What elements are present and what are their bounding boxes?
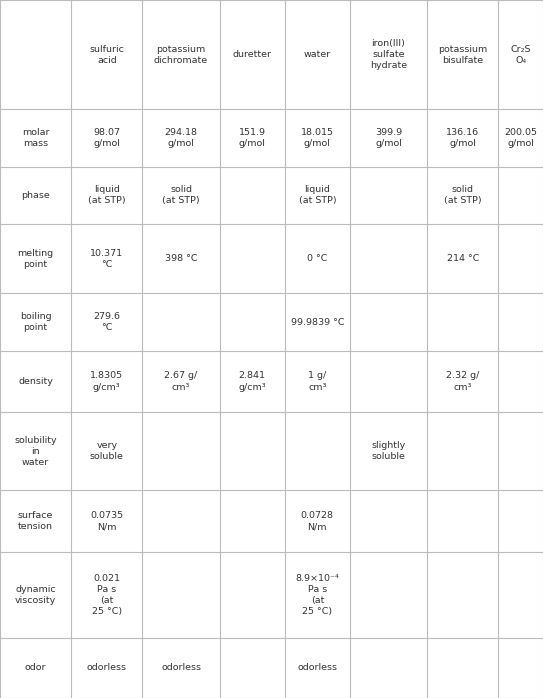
Text: 0.0728
N/m: 0.0728 N/m [301, 511, 334, 531]
Text: 8.9×10⁻⁴
Pa s
(at
25 °C): 8.9×10⁻⁴ Pa s (at 25 °C) [295, 574, 339, 616]
Text: 399.9
g/mol: 399.9 g/mol [375, 128, 402, 148]
Text: iron(III)
sulfate
hydrate: iron(III) sulfate hydrate [370, 39, 407, 70]
Text: sulfuric
acid: sulfuric acid [90, 45, 124, 65]
Text: 1.8305
g/cm³: 1.8305 g/cm³ [90, 371, 123, 392]
Text: solid
(at STP): solid (at STP) [162, 185, 200, 205]
Text: very
soluble: very soluble [90, 441, 124, 461]
Text: Cr₂S
O₄: Cr₂S O₄ [510, 45, 531, 65]
Text: 151.9
g/mol: 151.9 g/mol [239, 128, 266, 148]
Text: 200.05
g/mol: 200.05 g/mol [504, 128, 537, 148]
Text: molar
mass: molar mass [22, 128, 49, 148]
Text: potassium
dichromate: potassium dichromate [154, 45, 208, 65]
Text: melting
point: melting point [17, 248, 54, 269]
Text: odorless: odorless [161, 663, 201, 672]
Text: 98.07
g/mol: 98.07 g/mol [93, 128, 121, 148]
Text: 1 g/
cm³: 1 g/ cm³ [308, 371, 326, 392]
Text: odorless: odorless [298, 663, 337, 672]
Text: liquid
(at STP): liquid (at STP) [299, 185, 336, 205]
Text: 214 °C: 214 °C [446, 254, 479, 263]
Text: 398 °C: 398 °C [165, 254, 197, 263]
Text: boiling
point: boiling point [20, 312, 52, 332]
Text: 99.9839 °C: 99.9839 °C [291, 318, 344, 327]
Text: slightly
soluble: slightly soluble [371, 441, 406, 461]
Text: 10.371
°C: 10.371 °C [90, 248, 123, 269]
Text: potassium
bisulfate: potassium bisulfate [438, 45, 488, 65]
Text: odor: odor [25, 663, 46, 672]
Text: dynamic
viscosity: dynamic viscosity [15, 585, 56, 605]
Text: 2.67 g/
cm³: 2.67 g/ cm³ [165, 371, 198, 392]
Text: odorless: odorless [87, 663, 127, 672]
Text: water: water [304, 50, 331, 59]
Text: 279.6
°C: 279.6 °C [93, 312, 121, 332]
Text: 136.16
g/mol: 136.16 g/mol [446, 128, 479, 148]
Text: liquid
(at STP): liquid (at STP) [88, 185, 125, 205]
Text: 2.32 g/
cm³: 2.32 g/ cm³ [446, 371, 479, 392]
Text: density: density [18, 377, 53, 386]
Text: 0 °C: 0 °C [307, 254, 327, 263]
Text: solid
(at STP): solid (at STP) [444, 185, 482, 205]
Text: 0.0735
N/m: 0.0735 N/m [90, 511, 123, 531]
Text: 18.015
g/mol: 18.015 g/mol [301, 128, 334, 148]
Text: phase: phase [21, 191, 50, 200]
Text: 2.841
g/cm³: 2.841 g/cm³ [238, 371, 266, 392]
Text: duretter: duretter [233, 50, 272, 59]
Text: surface
tension: surface tension [18, 511, 53, 531]
Text: solubility
in
water: solubility in water [14, 436, 57, 467]
Text: 0.021
Pa s
(at
25 °C): 0.021 Pa s (at 25 °C) [92, 574, 122, 616]
Text: 294.18
g/mol: 294.18 g/mol [165, 128, 198, 148]
